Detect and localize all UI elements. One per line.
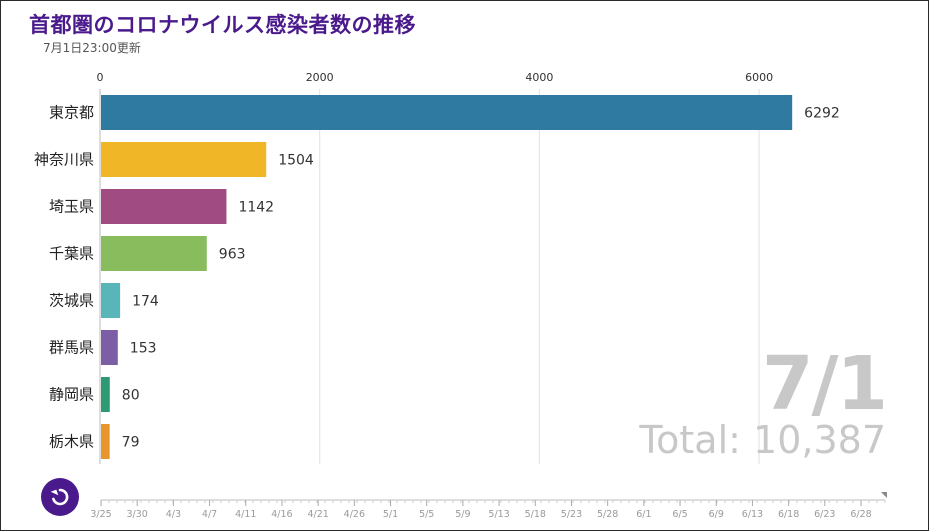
- timeline-date-label: 5/5: [419, 509, 434, 520]
- bar: [101, 330, 118, 365]
- timeline-date-label: 6/23: [814, 509, 835, 520]
- category-label: 栃木県: [49, 433, 94, 451]
- bar: [101, 142, 267, 177]
- category-label: 静岡県: [49, 386, 94, 404]
- bar: [101, 377, 110, 412]
- timeline-date-label: 5/1: [383, 509, 398, 520]
- x-tick-label: 4000: [525, 71, 553, 84]
- replay-button[interactable]: [41, 478, 79, 516]
- timeline-date-label: 4/26: [344, 509, 365, 520]
- timeline-date-label: 6/5: [672, 509, 687, 520]
- bar: [101, 95, 793, 130]
- x-tick-label: 2000: [306, 71, 334, 84]
- category-label: 群馬県: [49, 339, 94, 357]
- category-label: 埼玉県: [49, 198, 94, 216]
- value-label: 80: [122, 388, 140, 404]
- timeline-date-label: 6/9: [709, 509, 724, 520]
- timeline-date-label: 5/18: [525, 509, 546, 520]
- timeline-date-label: 4/16: [271, 509, 292, 520]
- timeline-position-marker[interactable]: [881, 492, 887, 498]
- bar: [101, 283, 121, 318]
- value-label: 1504: [278, 153, 314, 169]
- value-label: 963: [219, 247, 246, 263]
- category-label: 神奈川県: [34, 151, 94, 169]
- value-label: 153: [130, 341, 157, 357]
- value-label: 79: [122, 435, 140, 451]
- value-label: 174: [132, 294, 159, 310]
- timeline-date-label: 6/28: [850, 509, 871, 520]
- timeline-date-label: 3/30: [127, 509, 148, 520]
- total-count-display: Total: 10,387: [639, 418, 886, 462]
- timeline-date-label: 6/1: [636, 509, 651, 520]
- timeline-date-label: 5/13: [488, 509, 509, 520]
- update-timestamp: 7月1日23:00更新: [43, 41, 141, 55]
- timeline-date-label: 4/3: [166, 509, 181, 520]
- replay-icon: [50, 488, 69, 506]
- category-label: 茨城県: [49, 292, 94, 310]
- x-tick-label: 0: [97, 71, 104, 84]
- chart-title: 首都圏のコロナウイルス感染者数の推移: [29, 13, 416, 37]
- bar: [101, 189, 227, 224]
- timeline-date-label: 4/11: [235, 509, 256, 520]
- timeline-date-label: 6/13: [742, 509, 763, 520]
- timeline-date-label: 4/7: [202, 509, 217, 520]
- timeline-date-label: 6/18: [778, 509, 799, 520]
- bar: [101, 424, 110, 459]
- timeline-date-label: 4/21: [307, 509, 328, 520]
- category-label: 千葉県: [49, 245, 94, 263]
- current-date-display: 7/1: [761, 341, 888, 427]
- x-tick-label: 6000: [745, 71, 773, 84]
- timeline-date-label: 5/23: [561, 509, 582, 520]
- bar: [101, 236, 207, 271]
- value-label: 6292: [804, 106, 840, 122]
- category-label: 東京都: [49, 104, 94, 122]
- timeline-date-label: 5/9: [455, 509, 470, 520]
- timeline-date-label: 5/28: [597, 509, 618, 520]
- value-label: 1142: [238, 200, 274, 216]
- timeline-date-label: 3/25: [90, 509, 111, 520]
